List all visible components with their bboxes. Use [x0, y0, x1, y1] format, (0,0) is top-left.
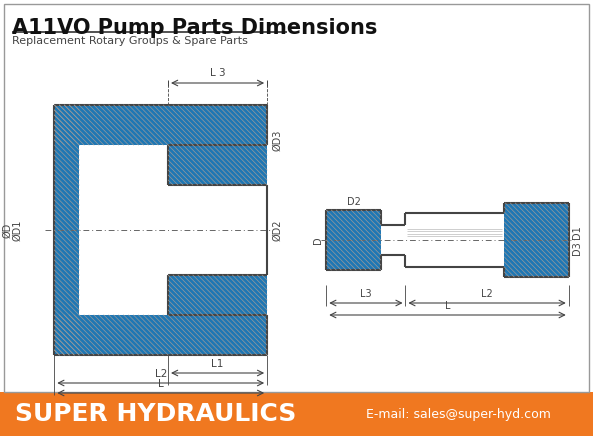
Text: Replacement Rotary Groups & Spare Parts: Replacement Rotary Groups & Spare Parts — [12, 36, 248, 46]
Bar — [505, 203, 569, 277]
Bar — [505, 203, 569, 277]
Text: SUPER HYDRAULICS: SUPER HYDRAULICS — [15, 402, 296, 426]
Text: D3: D3 — [572, 241, 581, 255]
Bar — [55, 105, 79, 355]
Bar — [168, 275, 267, 315]
Bar — [55, 105, 267, 145]
Text: E-mail: sales@super-hyd.com: E-mail: sales@super-hyd.com — [366, 408, 551, 420]
Bar — [0, 392, 593, 436]
Text: A11VO Pump Parts Dimensions: A11VO Pump Parts Dimensions — [12, 18, 377, 38]
Text: ØD3: ØD3 — [272, 129, 282, 151]
Text: ØD2: ØD2 — [272, 219, 282, 241]
Bar — [4, 4, 589, 392]
Text: L3: L3 — [360, 289, 372, 299]
Text: D: D — [313, 236, 323, 244]
Bar — [168, 275, 267, 315]
Text: L 3: L 3 — [210, 68, 226, 78]
Bar — [326, 210, 381, 270]
Text: L: L — [158, 379, 164, 389]
Text: D1: D1 — [572, 225, 581, 239]
Text: L: L — [445, 301, 450, 311]
Bar — [168, 145, 267, 185]
Text: D2: D2 — [347, 197, 361, 207]
Text: ØD: ØD — [3, 222, 13, 238]
Bar — [55, 105, 267, 145]
Bar — [55, 315, 267, 355]
Bar — [168, 145, 267, 185]
Text: L1: L1 — [211, 359, 224, 369]
Text: L2: L2 — [481, 289, 493, 299]
Text: ØD1: ØD1 — [13, 219, 23, 241]
Bar — [55, 105, 79, 355]
Bar — [326, 210, 381, 270]
Bar — [55, 315, 267, 355]
Text: L2: L2 — [155, 369, 167, 379]
